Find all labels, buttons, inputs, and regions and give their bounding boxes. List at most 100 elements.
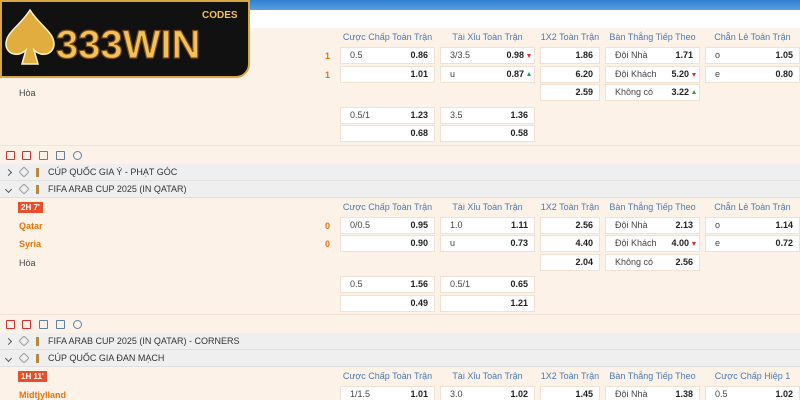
odds-cell[interactable]: 4.40 [540, 235, 600, 252]
league-icon [36, 354, 39, 363]
odds-value: 1.01 [410, 389, 428, 399]
odds-cell[interactable]: o 1.05 [705, 47, 800, 64]
odds-value: 0.68 [410, 128, 428, 138]
odds-cell[interactable]: e 0.80 [705, 65, 800, 83]
odds-label: 1/1.5 [350, 389, 371, 399]
odds-cell[interactable]: e 0.72 [705, 235, 800, 252]
odds-value: 2.56 [675, 256, 693, 267]
odds-label: 0.5 [350, 50, 363, 60]
odds-cell[interactable]: 1.01 [340, 65, 435, 83]
odds-cell[interactable]: 3.5 1.36 [440, 106, 535, 124]
odds-cell[interactable]: u 0.73 [440, 235, 535, 252]
odds-label: 0/0.5 [350, 219, 371, 230]
odds-cell[interactable]: Không có 3.22 [605, 84, 700, 101]
draw-label: Hòa [19, 88, 36, 98]
trend-up [692, 90, 696, 94]
column-header: 1X2 Toàn Trận [540, 371, 600, 381]
odds-value: 1.05 [775, 50, 793, 60]
odds-cell[interactable]: 0.5 1.56 [340, 276, 435, 293]
chevron [4, 337, 13, 346]
odds-value: 2.04 [575, 256, 593, 267]
odds-label: Đội Nhà [615, 219, 648, 230]
league-icon [36, 184, 39, 194]
odds-cell[interactable]: 2.04 [540, 253, 600, 271]
league-row[interactable]: FIFA ARAB CUP 2025 (IN QATAR) [0, 180, 800, 198]
odds-cell[interactable]: Đội Khách 5.20 [605, 65, 700, 83]
league-row[interactable]: CÚP QUỐC GIA ĐAN MẠCH [0, 350, 800, 367]
odds-cell[interactable]: 0.5/1 0.65 [440, 276, 535, 293]
odds-label: Không có [615, 87, 654, 97]
odds-value: 0.65 [510, 279, 528, 289]
column-header: Chẵn Lẻ Toàn Trận [714, 201, 791, 212]
odds-cell[interactable]: 3/3.5 0.98 [440, 47, 535, 64]
trend-down [692, 242, 696, 246]
odds-cell[interactable]: 0.5 0.86 [340, 47, 435, 64]
odds-cell[interactable]: 0.90 [340, 235, 435, 252]
odds-cell[interactable]: 2.56 [540, 216, 600, 234]
odds-value: 1.21 [510, 297, 528, 308]
odds-cell[interactable]: Đội Khách 4.00 [605, 235, 700, 252]
odds-value: 1.45 [575, 389, 593, 399]
odds-value: 1.23 [410, 109, 428, 120]
odds-value: 1.01 [410, 68, 428, 79]
odds-value: 2.59 [575, 87, 593, 97]
tool-icon [22, 320, 31, 329]
tool-icon [6, 150, 15, 160]
odds-label: 0.5/1 [350, 109, 371, 120]
odds-cell[interactable]: Đội Nhà 1.38 [605, 386, 700, 400]
odds-cell[interactable]: 1.86 [540, 47, 600, 64]
odds-value: 1.14 [775, 219, 793, 230]
column-header: Cược Chấp Hiệp 1 [714, 371, 791, 381]
star-icon [18, 165, 30, 178]
league-icon [36, 167, 39, 177]
odds-value: 1.11 [510, 219, 528, 230]
odds-cell[interactable]: 1.21 [440, 294, 535, 312]
team-name: Qatar [19, 220, 43, 231]
odds-label: 3.5 [450, 109, 463, 120]
odds-cell[interactable]: o 1.14 [705, 216, 800, 234]
logo[interactable]: 333WIN CODES [0, 0, 250, 78]
odds-cell[interactable]: 0.68 [340, 125, 435, 142]
team-score: 0 [324, 239, 330, 249]
odds-label: 3/3.5 [450, 50, 471, 60]
trend-down [527, 54, 531, 58]
odds-cell[interactable]: 0.58 [440, 125, 535, 142]
odds-cell[interactable]: u 0.87 [440, 65, 535, 83]
odds-cell[interactable]: 6.20 [540, 65, 600, 83]
chevron [4, 185, 13, 193]
column-header: Cược Chấp Toàn Trận [342, 201, 433, 212]
logo-text: 333WIN [56, 23, 201, 67]
odds-value: 0.73 [510, 238, 528, 248]
odds-value: 5.20 [671, 68, 689, 79]
team-score: 1 [324, 69, 330, 80]
chevron [4, 168, 13, 176]
odds-cell[interactable]: 1/1.5 1.01 [340, 386, 435, 400]
odds-value: 1.38 [675, 389, 693, 399]
league-row[interactable]: CÚP QUỐC GIA Ý - PHẠT GÓC [0, 163, 800, 181]
tool-icon [56, 320, 65, 329]
odds-cell[interactable]: Đội Nhà 1.71 [605, 47, 700, 64]
odds-value: 4.40 [575, 238, 593, 248]
odds-value: 1.02 [510, 389, 528, 399]
odds-cell[interactable]: 2.59 [540, 84, 600, 101]
logo-badge: CODES [202, 10, 238, 21]
column-header: Tài Xỉu Toàn Trận [452, 32, 523, 42]
odds-cell[interactable]: 0.5 1.02 [705, 386, 800, 400]
team-name: Syria [19, 239, 42, 249]
odds-value: 0.87 [506, 68, 524, 79]
match-time: 2H 7' [18, 201, 43, 213]
league-row[interactable]: FIFA ARAB CUP 2025 (IN QATAR) - CORNERS [0, 333, 800, 350]
chevron [4, 354, 13, 363]
odds-cell[interactable]: 3.0 1.02 [440, 386, 535, 400]
team-score: 1 [324, 51, 330, 61]
odds-cell[interactable]: 0/0.5 0.95 [340, 216, 435, 234]
odds-cell[interactable]: 0.49 [340, 294, 435, 312]
league-name: FIFA ARAB CUP 2025 (IN QATAR) [48, 183, 187, 194]
odds-cell[interactable]: 1.45 [540, 386, 600, 400]
odds-cell[interactable]: Đội Nhà 2.13 [605, 216, 700, 234]
odds-value: 0.58 [510, 128, 528, 138]
odds-cell[interactable]: 0.5/1 1.23 [340, 106, 435, 124]
odds-cell[interactable]: 1.0 1.11 [440, 216, 535, 234]
odds-cell[interactable]: Không có 2.56 [605, 253, 700, 271]
